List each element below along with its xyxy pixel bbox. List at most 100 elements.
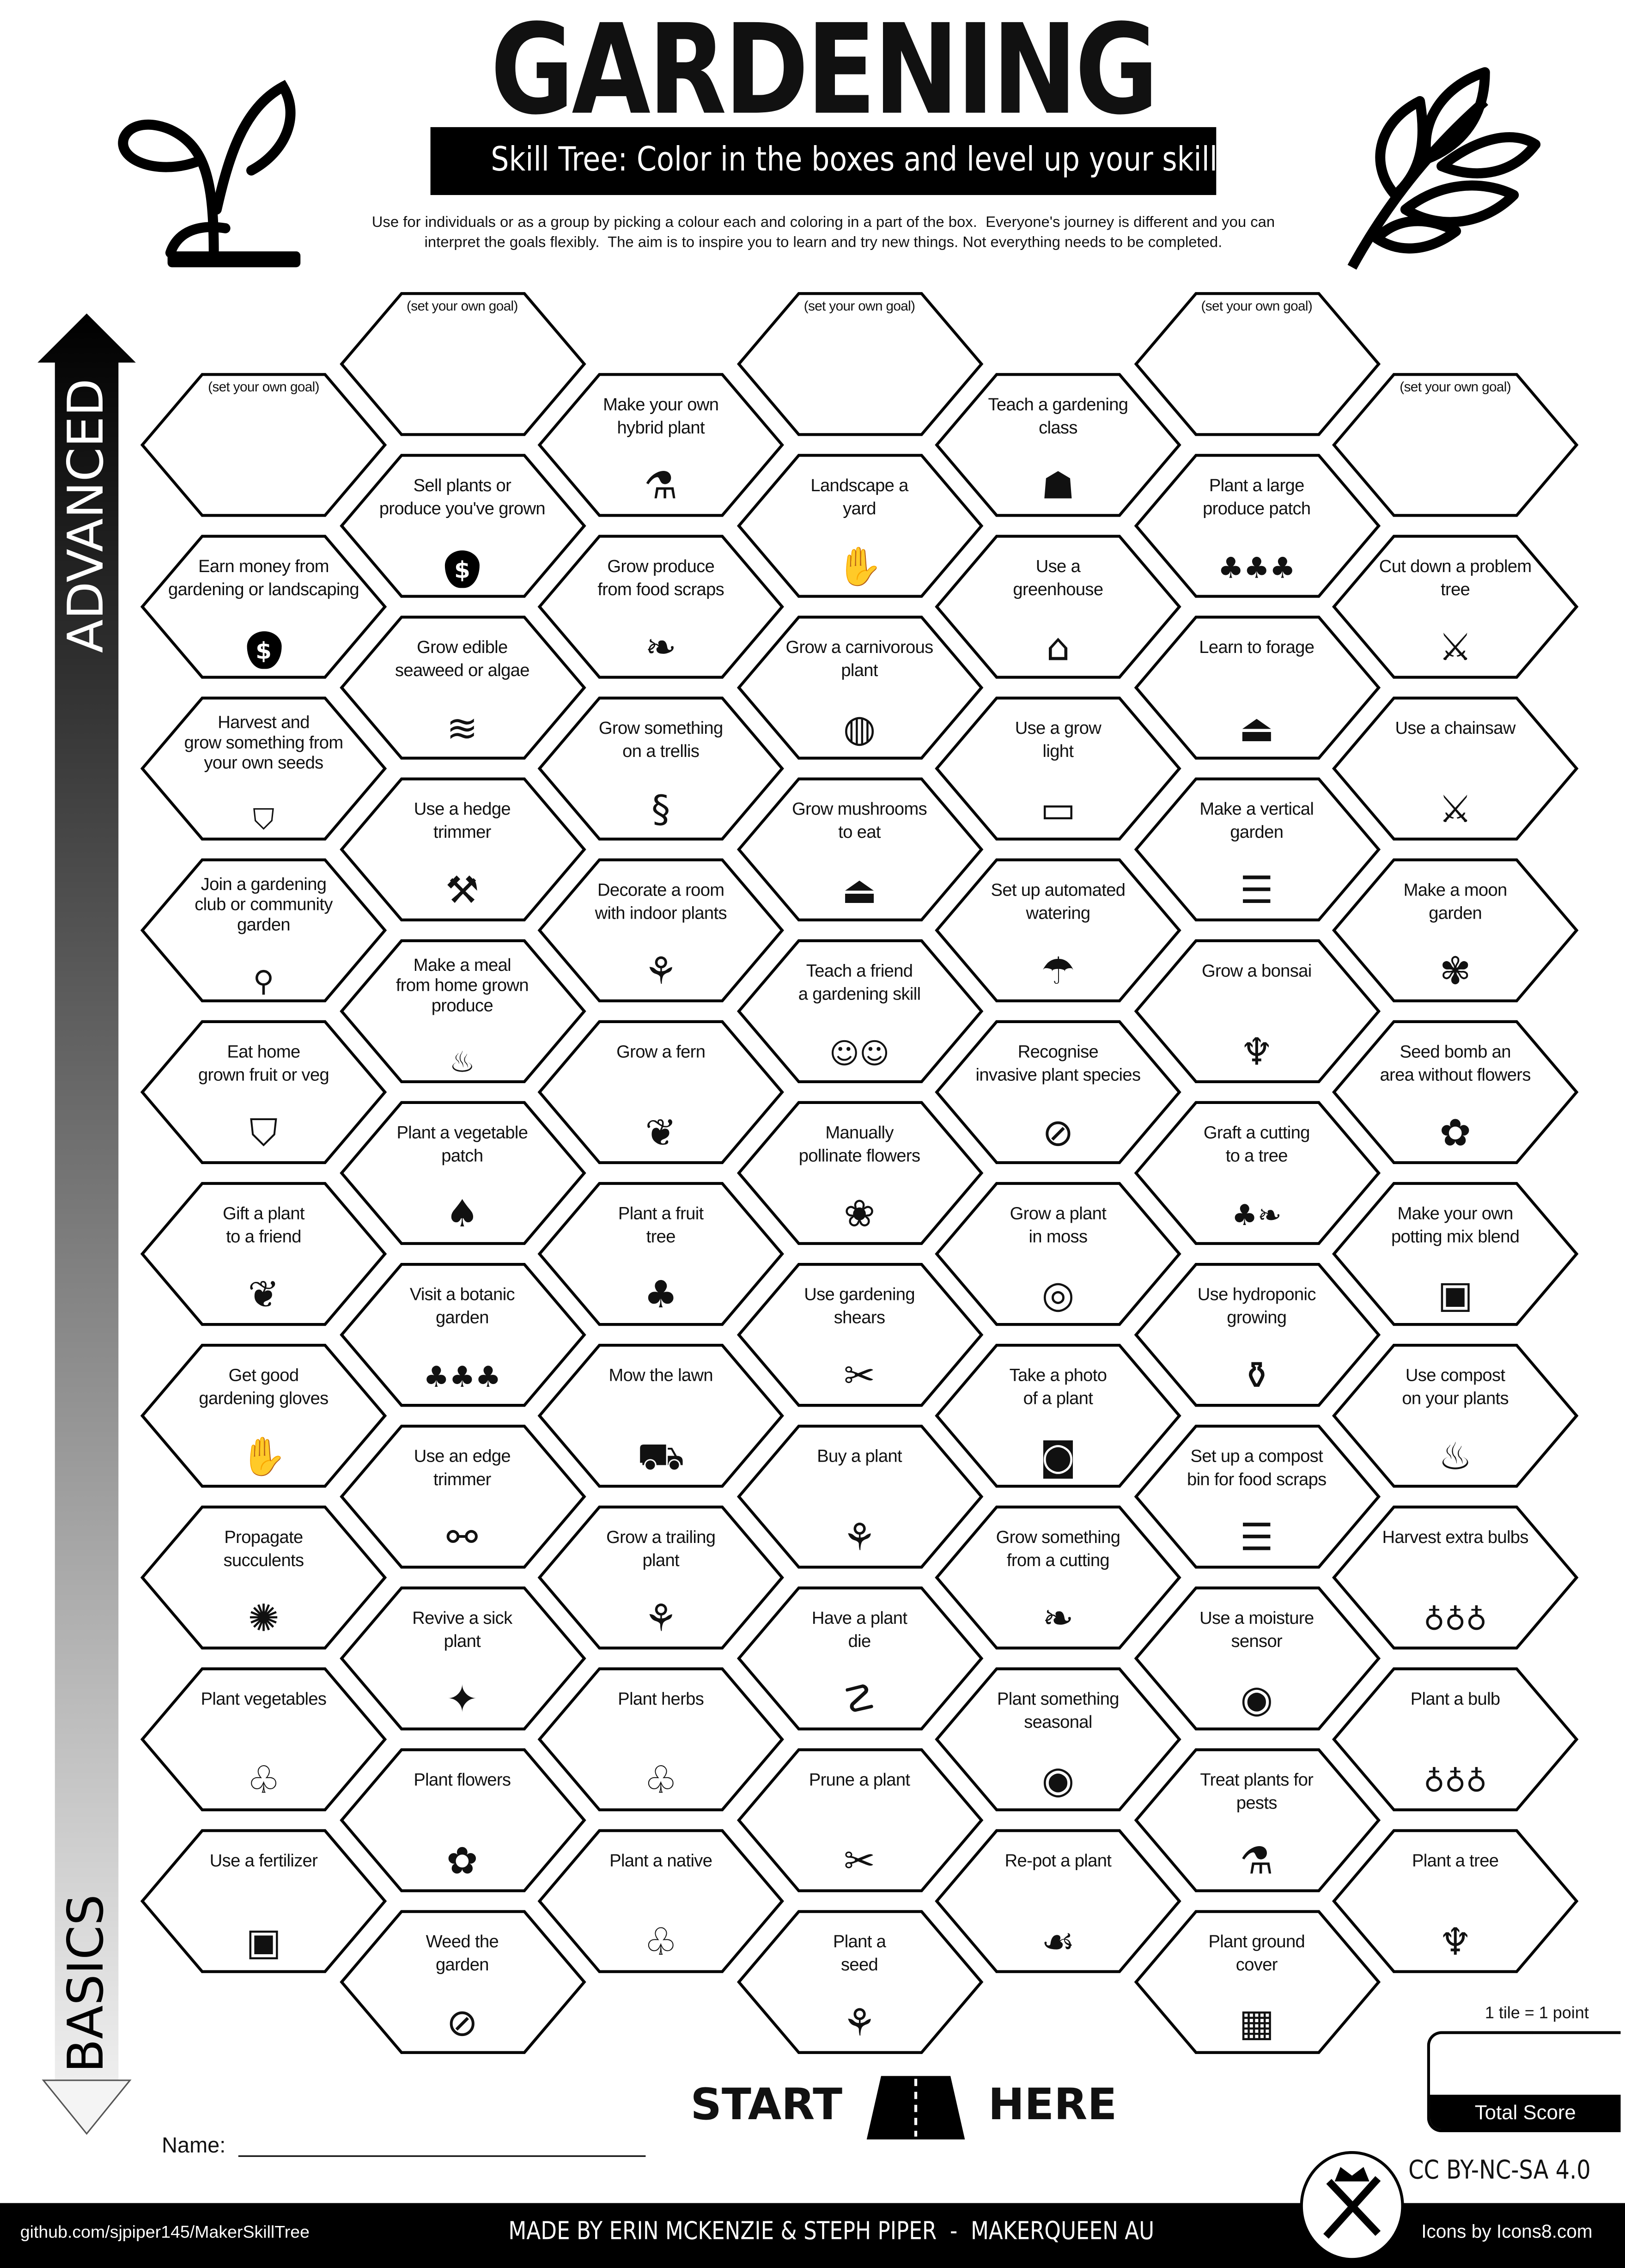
skill-tile[interactable]: Prune a plant ✂: [736, 1748, 983, 1893]
skill-tile[interactable]: Make a moon garden ✾: [1332, 858, 1579, 1003]
skill-tile[interactable]: (set your own goal): [1133, 292, 1381, 436]
hexagon-outline: [935, 1829, 1181, 1973]
skill-tile[interactable]: Buy a plant ⚘: [736, 1424, 983, 1569]
name-field[interactable]: [238, 2155, 646, 2157]
skill-tile[interactable]: Grow something on a trellis §: [537, 696, 785, 841]
skill-tile[interactable]: Eat home grown fruit or veg ⛉: [140, 1020, 387, 1164]
skill-label: Recognise invasive plant species: [975, 1042, 1141, 1085]
total-score-box[interactable]: Total Score: [1427, 2031, 1621, 2133]
skill-label: Teach a gardening class: [988, 394, 1128, 438]
hexagon-outline: [935, 1667, 1181, 1811]
skill-tile[interactable]: Teach a friend a gardening skill ☺☺: [736, 939, 983, 1084]
pruners-icon: ✂: [844, 1840, 876, 1884]
hexagon-outline: [140, 858, 387, 1002]
skill-label: Take a photo of a plant: [1009, 1365, 1107, 1409]
skill-tile[interactable]: Harvest and grow something from your own…: [140, 696, 387, 841]
skill-label: Grow produce from food scraps: [597, 556, 724, 600]
fern-icon: ❦: [645, 1112, 677, 1156]
skill-tile[interactable]: Take a photo of a plant ◙: [935, 1343, 1182, 1488]
skill-tile[interactable]: Propagate succulents ✺: [140, 1506, 387, 1650]
gloves-icon: ✋: [240, 1436, 287, 1480]
hexagon-outline: [736, 292, 983, 436]
skill-tile[interactable]: Plant herbs ♧: [537, 1667, 785, 1812]
skill-tile[interactable]: Treat plants for pests ⚗: [1133, 1748, 1381, 1893]
skill-tile[interactable]: Grow a fern ❦: [537, 1020, 785, 1164]
skill-tile[interactable]: Plant a fruit tree ♣: [537, 1182, 785, 1326]
skill-tile[interactable]: (set your own goal): [1332, 373, 1579, 518]
skill-tile[interactable]: Gift a plant to a friend ❦: [140, 1182, 387, 1326]
skill-tile[interactable]: Plant flowers ✿: [339, 1748, 586, 1893]
skill-tile[interactable]: Grow mushrooms to eat ⏏: [736, 777, 983, 922]
skill-tile[interactable]: Re-pot a plant ☙: [935, 1829, 1182, 1974]
skill-label: Make a meal from home grown produce: [396, 955, 529, 1016]
skill-tile[interactable]: Grow edible seaweed or algae ≋: [339, 616, 586, 760]
skill-tile[interactable]: Cut down a problem tree ⚔: [1332, 535, 1579, 679]
skill-tile[interactable]: Plant a tree ♆: [1332, 1829, 1579, 1974]
no-plant-icon: ⊘: [1042, 1112, 1074, 1156]
skill-tile[interactable]: Grow a trailing plant ⚘: [537, 1506, 785, 1650]
skill-tile[interactable]: Make your own potting mix blend ▣: [1332, 1182, 1579, 1326]
skill-tile[interactable]: Set up a compost bin for food scraps ☰: [1133, 1424, 1381, 1569]
skill-tile[interactable]: Make a vertical garden ☰: [1133, 777, 1381, 922]
skill-label: Grow edible seaweed or algae: [395, 637, 529, 681]
skill-tile[interactable]: Plant a vegetable patch ♠: [339, 1101, 586, 1245]
skill-tile[interactable]: Manually pollinate flowers ❀: [736, 1101, 983, 1245]
sprout-icon: [118, 79, 301, 268]
skill-tile[interactable]: (set your own goal): [339, 292, 586, 436]
skill-tile[interactable]: Weed the garden ⊘: [339, 1910, 586, 2055]
skill-tile[interactable]: Set up automated watering ☂: [935, 858, 1182, 1003]
basket-icon: ⛉: [250, 1112, 278, 1156]
skill-tile[interactable]: (set your own goal): [140, 373, 387, 518]
hexagon-outline: [140, 1182, 387, 1326]
skill-tile[interactable]: Grow a carnivorous plant ◍: [736, 616, 983, 760]
skill-tile[interactable]: Recognise invasive plant species ⊘: [935, 1020, 1182, 1164]
skill-tile[interactable]: Use a greenhouse ⌂: [935, 535, 1182, 679]
skill-tile[interactable]: Grow a plant in moss ◎: [935, 1182, 1182, 1326]
skill-tile[interactable]: Grow something from a cutting ❧: [935, 1506, 1182, 1650]
skill-tile[interactable]: Use an edge trimmer ⚯: [339, 1424, 586, 1569]
skill-tile[interactable]: Sell plants or produce you've grown $: [339, 454, 586, 598]
skill-tile[interactable]: Plant something seasonal ◉: [935, 1667, 1182, 1812]
skill-tile[interactable]: Decorate a room with indoor plants ⚘: [537, 858, 785, 1003]
skill-tile[interactable]: Use a hedge trimmer ⚒: [339, 777, 586, 922]
skill-tile[interactable]: Teach a gardening class ☗: [935, 373, 1182, 518]
skill-tile[interactable]: Join a gardening club or community garde…: [140, 858, 387, 1003]
hexagon-outline: [537, 1506, 784, 1650]
skill-tile[interactable]: Make your own hybrid plant ⚗: [537, 373, 785, 518]
skill-tile[interactable]: Plant vegetables ♧: [140, 1667, 387, 1812]
skill-tile[interactable]: Plant a large produce patch ♣♣♣: [1133, 454, 1381, 598]
skill-tile[interactable]: Use gardening shears ✂: [736, 1262, 983, 1407]
skill-tile[interactable]: Get good gardening gloves ✋: [140, 1343, 387, 1488]
skill-tile[interactable]: Plant a seed ⚘: [736, 1910, 983, 2055]
skill-tile[interactable]: Use hydroponic growing ⚱: [1133, 1262, 1381, 1407]
skill-tile[interactable]: Use a grow light ▭: [935, 696, 1182, 841]
skill-tile[interactable]: Use a fertilizer ▣: [140, 1829, 387, 1974]
skill-tile[interactable]: Use a moisture sensor ◉: [1133, 1586, 1381, 1731]
skill-tile[interactable]: Visit a botanic garden ♣♣♣: [339, 1262, 586, 1407]
skill-tile[interactable]: Grow produce from food scraps ❧: [537, 535, 785, 679]
github-link[interactable]: github.com/sjpiper145/MakerSkillTree: [20, 2222, 310, 2242]
skill-tile[interactable]: Use compost on your plants ♨: [1332, 1343, 1579, 1488]
skill-label: Join a gardening club or community garde…: [195, 874, 333, 935]
skill-tile[interactable]: Graft a cutting to a tree ♣❧: [1133, 1101, 1381, 1245]
skill-tile[interactable]: Make a meal from home grown produce ♨: [339, 939, 586, 1084]
skill-tile[interactable]: Plant a native ♧: [537, 1829, 785, 1974]
skill-tile[interactable]: Plant ground cover ▦: [1133, 1910, 1381, 2055]
hexagon-outline: [339, 454, 586, 598]
skill-tile[interactable]: Seed bomb an area without flowers ✿: [1332, 1020, 1579, 1164]
skill-tile[interactable]: Grow a bonsai ♆: [1133, 939, 1381, 1084]
skill-tile[interactable]: Mow the lawn ⛟: [537, 1343, 785, 1488]
skill-tile[interactable]: Have a plant die ☡: [736, 1586, 983, 1731]
skill-tile[interactable]: Revive a sick plant ✦: [339, 1586, 586, 1731]
skill-tile[interactable]: Learn to forage ⏏: [1133, 616, 1381, 760]
skill-tile[interactable]: Earn money from gardening or landscaping…: [140, 535, 387, 679]
skill-tile[interactable]: Landscape a yard ✋: [736, 454, 983, 598]
makerqueen-logo: [1300, 2151, 1404, 2261]
hexagon-outline: [339, 616, 586, 760]
skill-tile[interactable]: Harvest extra bulbs ♁♁♁: [1332, 1506, 1579, 1650]
hexagon-outline: [1133, 1586, 1380, 1731]
seed-bomb-icon: ✿: [1439, 1112, 1471, 1156]
skill-tile[interactable]: Use a chainsaw ⚔: [1332, 696, 1579, 841]
skill-tile[interactable]: Plant a bulb ♁♁♁: [1332, 1667, 1579, 1812]
skill-tile[interactable]: (set your own goal): [736, 292, 983, 436]
